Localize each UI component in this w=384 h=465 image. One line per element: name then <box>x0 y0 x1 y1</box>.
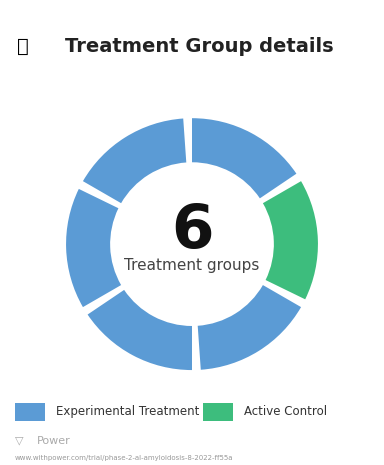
Text: 👥: 👥 <box>17 37 29 56</box>
Wedge shape <box>83 119 186 203</box>
FancyBboxPatch shape <box>15 403 45 421</box>
Text: Power: Power <box>37 436 71 445</box>
Text: Experimental Treatment: Experimental Treatment <box>56 405 199 419</box>
Wedge shape <box>263 181 318 299</box>
Text: ▽: ▽ <box>15 436 23 445</box>
Wedge shape <box>198 285 301 370</box>
Text: Treatment Group details: Treatment Group details <box>65 37 334 56</box>
Text: Active Control: Active Control <box>243 405 327 419</box>
Wedge shape <box>192 118 296 199</box>
Text: Treatment groups: Treatment groups <box>124 258 260 273</box>
Wedge shape <box>66 189 121 307</box>
Text: www.withpower.com/trial/phase-2-al-amyloidosis-8-2022-ff55a: www.withpower.com/trial/phase-2-al-amylo… <box>15 455 233 461</box>
Text: 6: 6 <box>171 202 213 261</box>
Wedge shape <box>88 290 192 370</box>
FancyBboxPatch shape <box>203 403 233 421</box>
